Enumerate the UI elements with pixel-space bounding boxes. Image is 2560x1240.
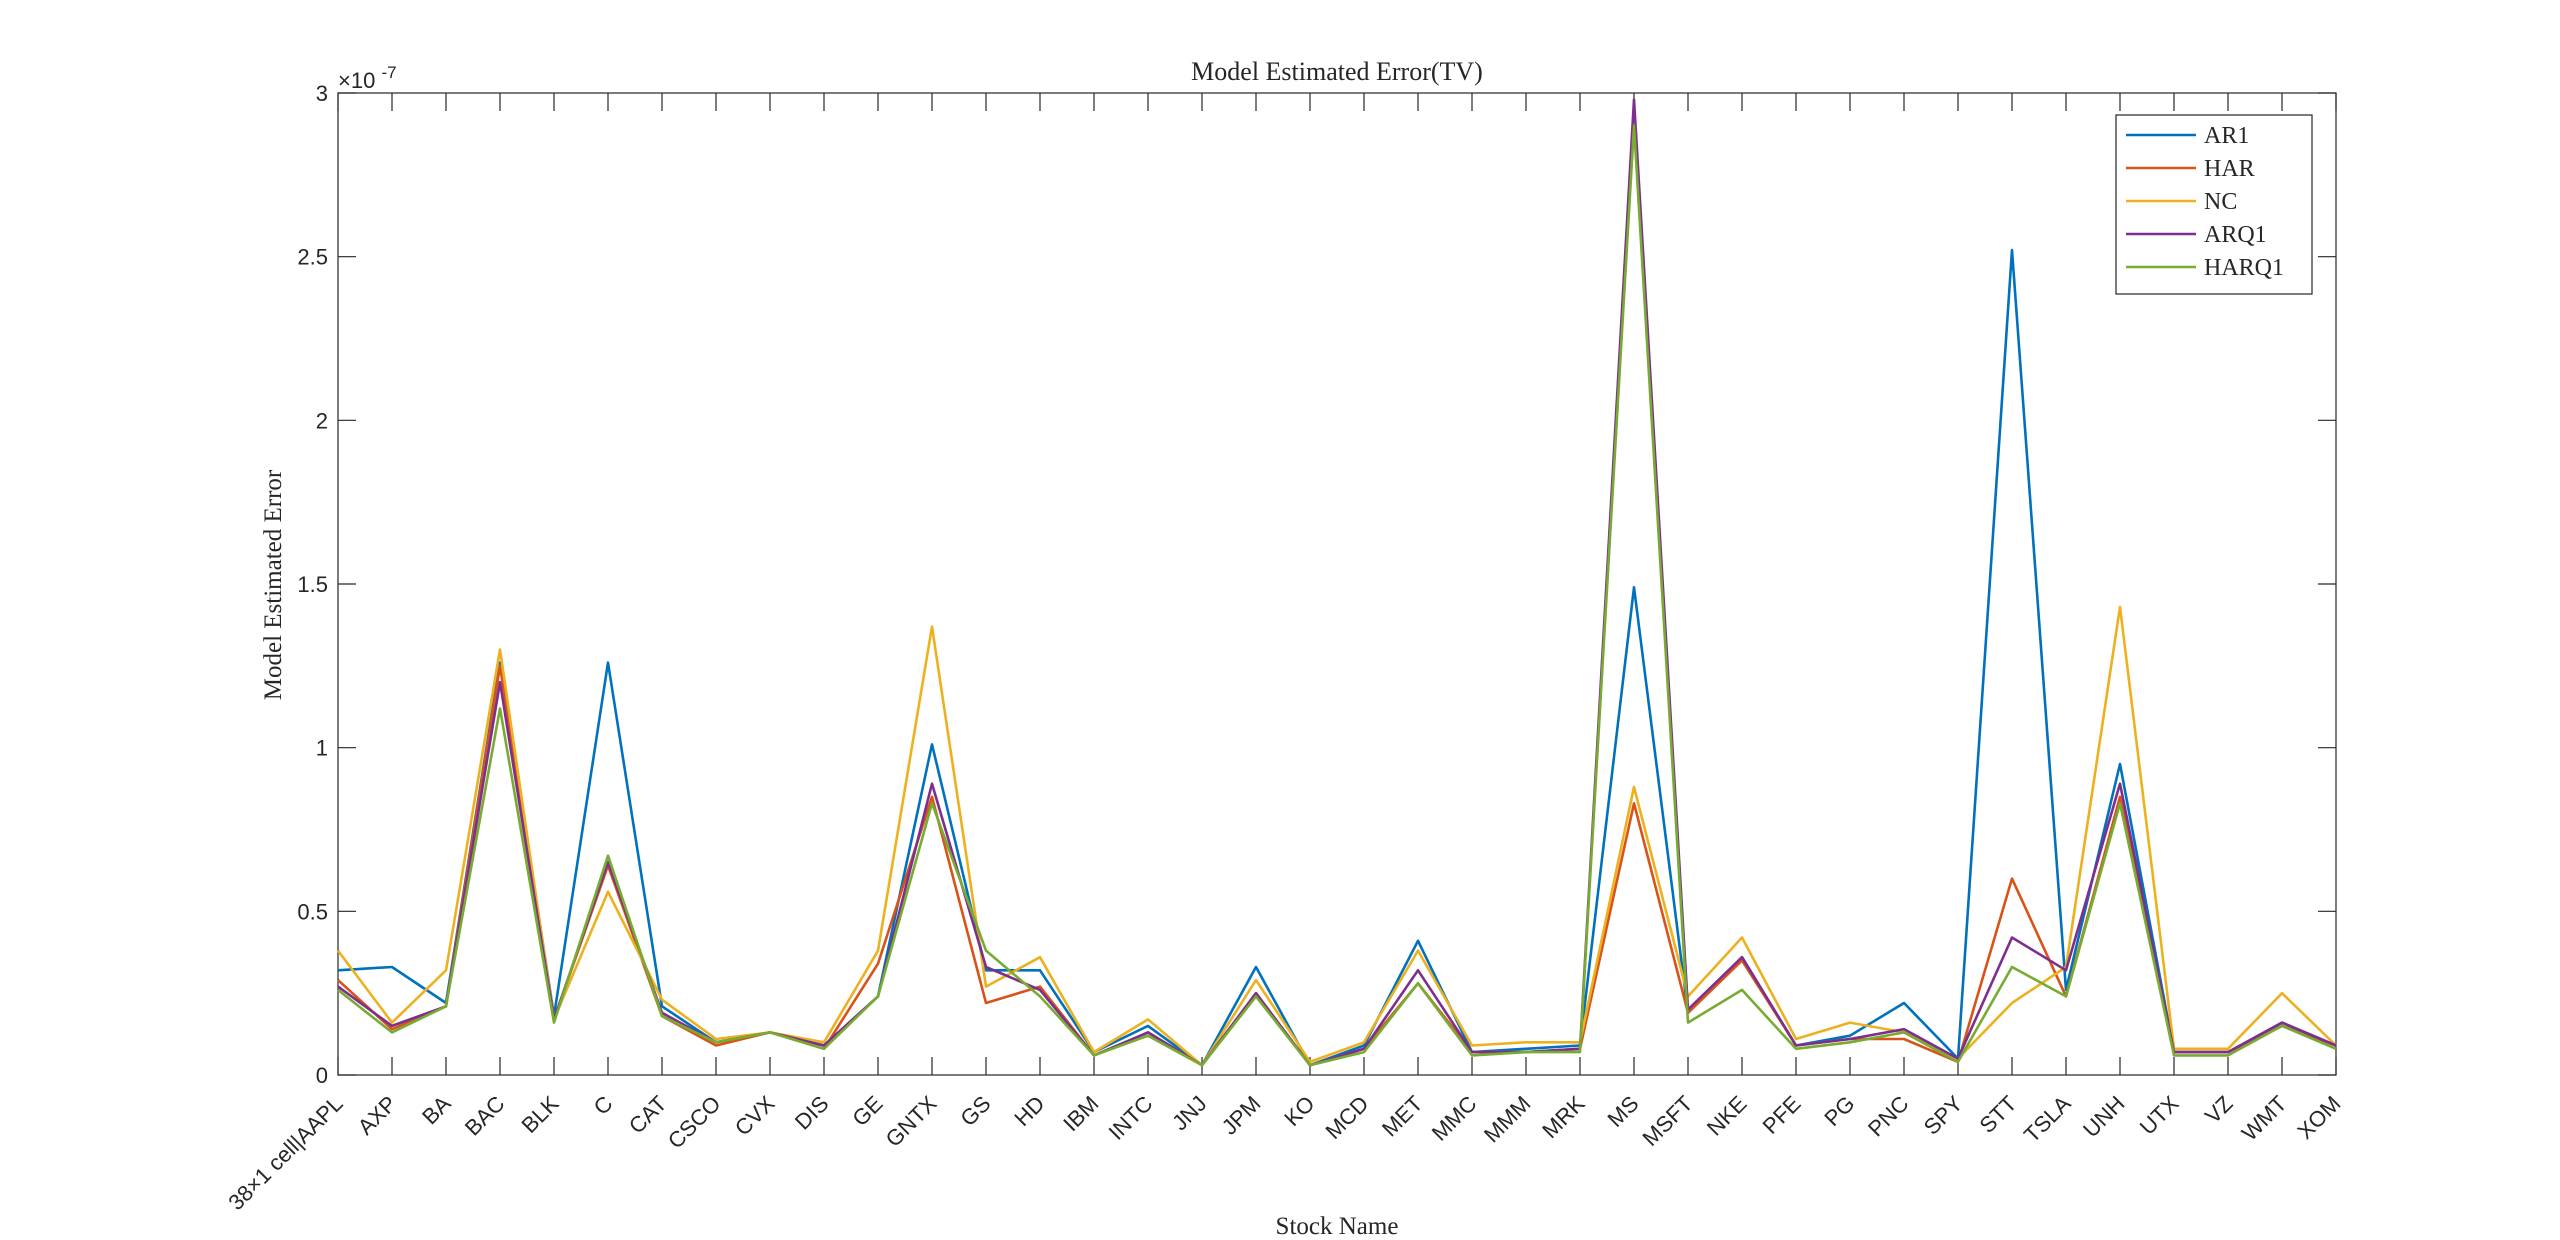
x-tick-label: CAT	[624, 1091, 672, 1139]
x-tick-label: MS	[1603, 1091, 1644, 1132]
series-line-harq1	[337, 124, 2337, 1067]
x-tick-label: TSLA	[2019, 1091, 2076, 1148]
x-tick-label: NKE	[1702, 1091, 1752, 1141]
x-tick-label: MMC	[1427, 1091, 1482, 1146]
y-axis-exponent: ×10 -7	[338, 63, 397, 93]
series-line-ar1	[337, 248, 2337, 1067]
y-axis-exponent-base: ×10	[338, 68, 375, 93]
x-tick-label: MRK	[1537, 1091, 1589, 1143]
x-tick-label: DIS	[790, 1091, 834, 1135]
x-tick-label: UNH	[2078, 1091, 2129, 1142]
legend-label: AR1	[2204, 123, 2249, 149]
x-tick-label: UTX	[2135, 1091, 2184, 1140]
y-tick-label: 0.5	[297, 899, 328, 924]
x-tick-label: JPM	[1217, 1091, 1266, 1140]
x-tick-label: C	[589, 1091, 618, 1120]
x-tick-label: MSFT	[1638, 1091, 1698, 1151]
x-tick-label: CSCO	[663, 1091, 726, 1154]
x-tick-label: PFE	[1758, 1091, 1806, 1139]
x-tick-label: GNTX	[881, 1091, 942, 1152]
x-tick-label: XOM	[2292, 1091, 2345, 1144]
x-axis-label: Stock Name	[1276, 1213, 1399, 1240]
chart-title: Model Estimated Error(TV)	[1191, 57, 1483, 86]
y-tick-label: 0	[316, 1063, 328, 1088]
x-tick-label: JNJ	[1167, 1091, 1211, 1135]
x-tick-label: CVX	[730, 1091, 780, 1141]
legend-label: HARQ1	[2204, 255, 2284, 281]
x-tick-label: PNC	[1863, 1091, 1914, 1142]
x-tick-label: STT	[1974, 1091, 2021, 1138]
x-tick-label: WMT	[2237, 1091, 2292, 1146]
series-lines	[336, 98, 2337, 1067]
x-tick-label: PG	[1819, 1091, 1859, 1131]
legend-label: ARQ1	[2204, 222, 2267, 248]
y-axis-label: Model Estimated Error	[260, 469, 287, 700]
legend: AR1 HAR NC ARQ1 HARQ1	[2115, 114, 2313, 295]
y-tick-label: 1.5	[297, 572, 328, 597]
y-tick-label: 2.5	[297, 245, 328, 270]
x-tick-label: VZ	[2200, 1091, 2238, 1129]
x-tick-label: SPY	[1919, 1091, 1968, 1140]
x-tick-label: BA	[417, 1091, 456, 1130]
x-tick-label: AXP	[353, 1091, 402, 1140]
x-tick-label: GE	[847, 1091, 887, 1131]
y-tick-label: 3	[316, 81, 328, 106]
y-tick-label: 2	[316, 408, 328, 433]
x-tick-label: IBM	[1058, 1091, 1103, 1136]
legend-box	[2115, 114, 2313, 295]
x-tick-label: MCD	[1320, 1091, 1373, 1144]
legend-label: HAR	[2204, 156, 2255, 182]
series-line-arq1	[337, 98, 2337, 1067]
x-tick-label: KO	[1279, 1091, 1319, 1131]
series-line-nc	[336, 605, 2337, 1067]
x-tick-label: BLK	[516, 1091, 563, 1138]
x-tick-label: MET	[1377, 1091, 1428, 1142]
x-tick-label: 38×1 cell|AAPL	[223, 1091, 347, 1215]
x-tick-label: HD	[1009, 1091, 1049, 1131]
x-tick-label: INTC	[1104, 1091, 1158, 1145]
x-tick-label: BAC	[460, 1091, 510, 1141]
y-axis-exponent-power: -7	[381, 63, 396, 82]
series-line-har	[337, 664, 2337, 1067]
y-tick-label: 1	[316, 736, 328, 761]
x-tick-label: MMM	[1479, 1091, 1536, 1148]
legend-label: NC	[2204, 189, 2237, 215]
x-tick-label: GS	[955, 1091, 995, 1131]
